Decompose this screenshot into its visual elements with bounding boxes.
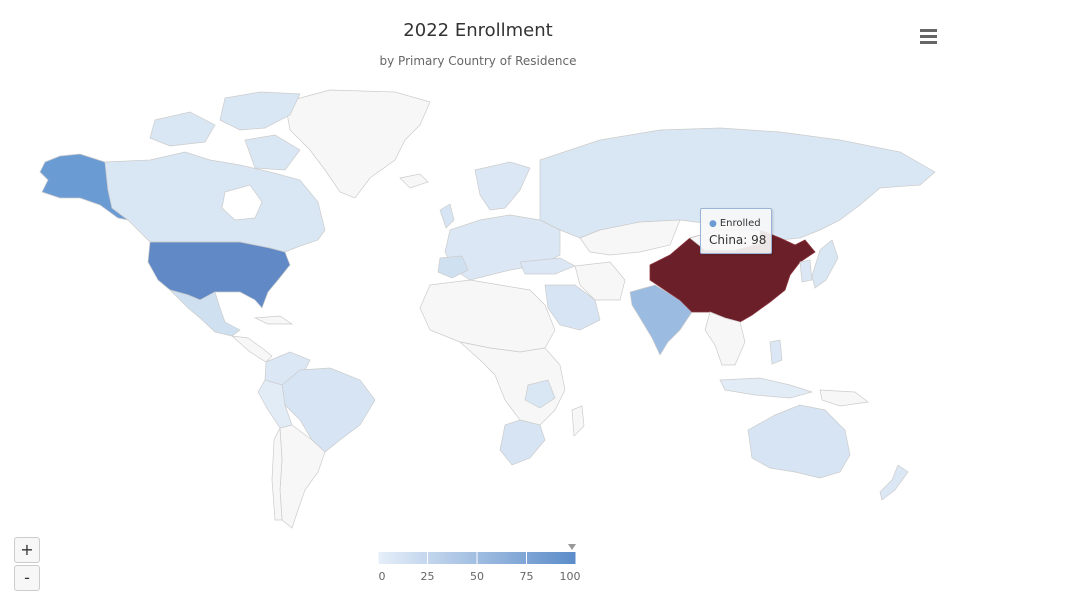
country-iran[interactable] — [574, 261, 626, 301]
map-tooltip: ● Enrolled China: 98 — [700, 208, 772, 254]
central-america[interactable] — [230, 335, 273, 363]
country-south-africa[interactable] — [499, 419, 546, 466]
country-canada-islands-3[interactable] — [244, 134, 301, 171]
country-canada-islands-2[interactable] — [149, 111, 216, 147]
legend-tick-label: 0 — [379, 570, 386, 583]
hamburger-menu-icon[interactable] — [914, 24, 942, 48]
country-chile[interactable] — [271, 426, 283, 521]
color-axis-legend: 0 25 50 75 100 — [377, 544, 581, 583]
country-canada[interactable] — [104, 151, 326, 253]
country-new-zealand[interactable] — [879, 464, 909, 501]
country-southeast-asia[interactable] — [704, 311, 746, 366]
legend-tick-label: 25 — [421, 570, 435, 583]
country-scandinavia[interactable] — [474, 161, 531, 211]
country-madagascar[interactable] — [571, 405, 585, 437]
zoom-out-button[interactable]: - — [14, 565, 40, 591]
country-spain[interactable] — [437, 255, 469, 279]
country-iceland[interactable] — [399, 173, 429, 189]
tooltip-series: ● Enrolled — [709, 218, 761, 229]
country-japan[interactable] — [811, 239, 839, 289]
country-philippines[interactable] — [769, 339, 783, 365]
country-australia[interactable] — [747, 404, 851, 479]
country-papua-new-guinea[interactable] — [819, 389, 869, 407]
tooltip-point: China: 98 — [709, 233, 767, 247]
country-north-africa[interactable] — [419, 279, 556, 353]
legend-marker-icon — [568, 544, 576, 550]
country-saudi-arabia[interactable] — [544, 284, 601, 331]
country-cuba[interactable] — [253, 315, 294, 325]
legend-tick-label: 50 — [470, 570, 484, 583]
country-kenya-region[interactable] — [524, 379, 556, 409]
country-indonesia[interactable] — [719, 377, 814, 399]
world-map — [39, 89, 936, 529]
zoom-in-button[interactable]: + — [14, 537, 40, 563]
country-turkey[interactable] — [519, 257, 576, 275]
country-united-states[interactable] — [147, 241, 291, 309]
legend-tick-label: 100 — [560, 570, 581, 583]
hudson-bay — [221, 184, 263, 221]
chart-title: 2022 Enrollment — [403, 20, 553, 41]
country-alaska[interactable] — [39, 153, 129, 221]
country-greenland[interactable] — [284, 89, 431, 199]
series-dot-icon: ● — [709, 219, 717, 229]
country-india[interactable] — [629, 284, 693, 356]
country-kazakhstan[interactable] — [579, 219, 681, 256]
country-mexico[interactable] — [168, 289, 241, 337]
country-canada-islands[interactable] — [219, 91, 301, 131]
legend-tick-label: 75 — [520, 570, 534, 583]
chart-subtitle: by Primary Country of Residence — [379, 54, 577, 68]
country-uk[interactable] — [439, 203, 455, 229]
country-korea[interactable] — [799, 259, 813, 283]
